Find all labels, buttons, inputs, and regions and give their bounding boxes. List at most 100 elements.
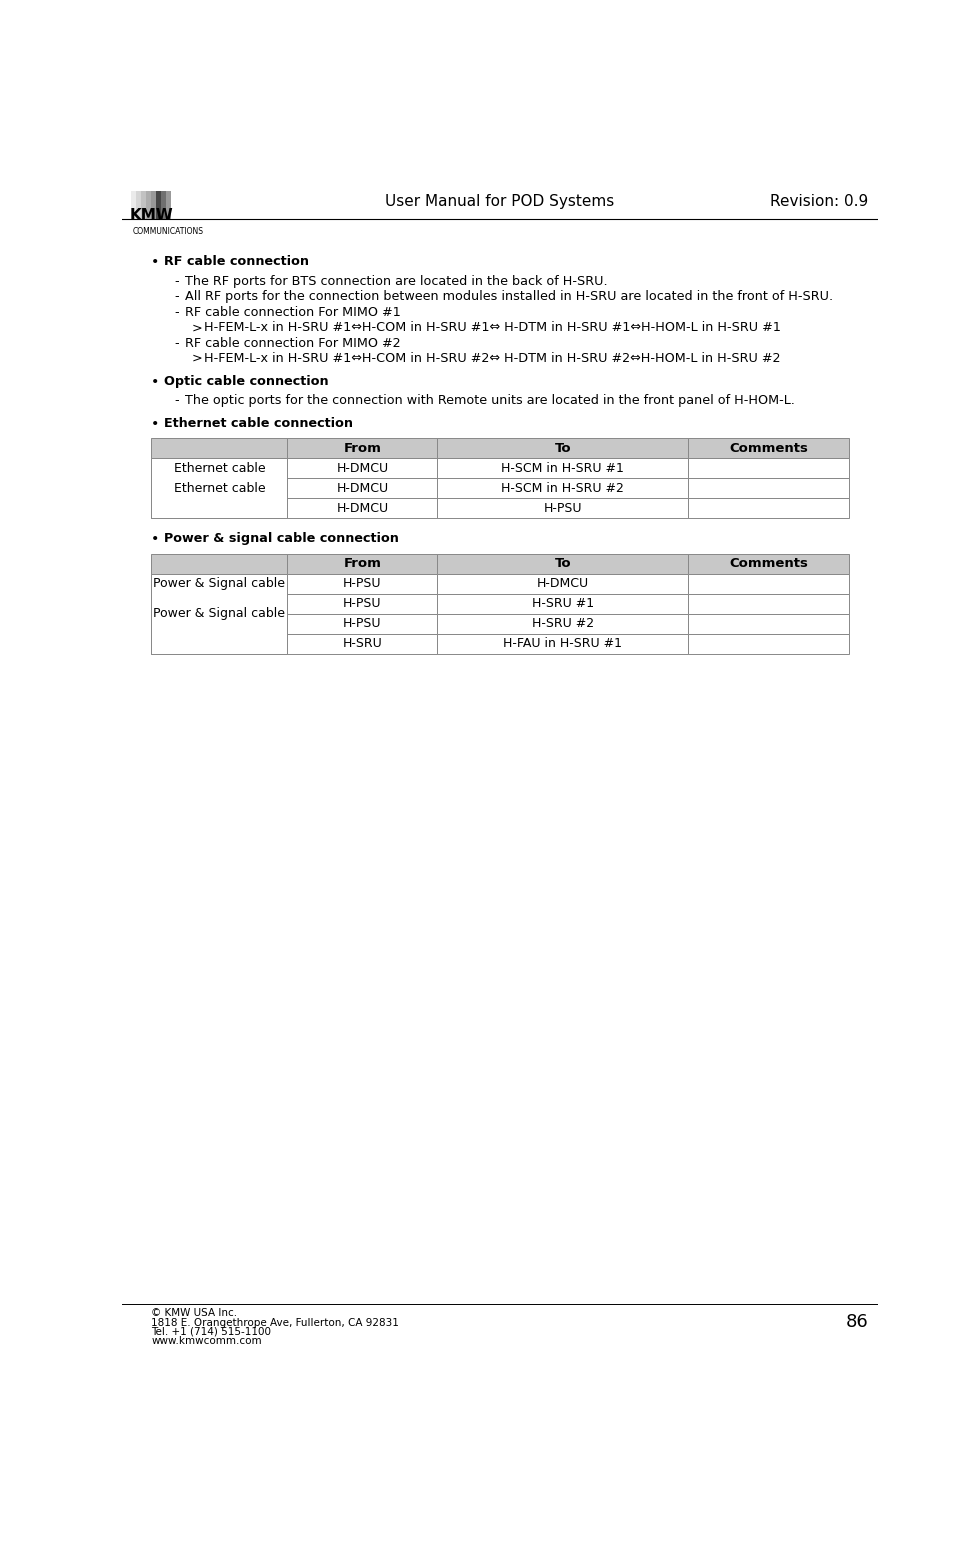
Text: H-FEM-L-x in H-SRU #1⇔H-COM in H-SRU #1⇔ H-DTM in H-SRU #1⇔H-HOM-L in H-SRU #1: H-FEM-L-x in H-SRU #1⇔H-COM in H-SRU #1⇔… bbox=[204, 321, 781, 334]
Text: Ethernet cable: Ethernet cable bbox=[174, 462, 265, 475]
Text: Ethernet cable connection: Ethernet cable connection bbox=[164, 416, 353, 430]
Text: H-PSU: H-PSU bbox=[544, 502, 582, 515]
Text: To: To bbox=[555, 442, 571, 455]
Bar bbox=[288, 458, 438, 478]
Bar bbox=[688, 458, 849, 478]
Text: © KMW USA Inc.: © KMW USA Inc. bbox=[151, 1308, 238, 1319]
Text: To: To bbox=[555, 558, 571, 570]
Bar bbox=[151, 498, 288, 518]
Bar bbox=[688, 633, 849, 653]
Bar bbox=[438, 498, 688, 518]
Bar bbox=[151, 478, 288, 498]
Text: •: • bbox=[151, 374, 160, 390]
Text: From: From bbox=[343, 558, 381, 570]
Bar bbox=[288, 573, 438, 593]
Bar bbox=[162, 191, 167, 219]
Text: All RF ports for the connection between modules installed in H-SRU are located i: All RF ports for the connection between … bbox=[185, 290, 834, 304]
Bar bbox=[288, 498, 438, 518]
Text: •: • bbox=[151, 416, 160, 430]
Bar bbox=[146, 191, 151, 219]
Bar bbox=[288, 438, 438, 458]
Bar bbox=[288, 593, 438, 613]
Text: 86: 86 bbox=[845, 1313, 868, 1331]
Bar bbox=[688, 478, 849, 498]
Text: H-PSU: H-PSU bbox=[343, 618, 381, 630]
Text: H-SCM in H-SRU #1: H-SCM in H-SRU #1 bbox=[501, 462, 624, 475]
Bar bbox=[438, 478, 688, 498]
Bar bbox=[688, 573, 849, 593]
Text: H-SRU #1: H-SRU #1 bbox=[531, 598, 594, 610]
Bar bbox=[167, 191, 172, 219]
Text: KMW: KMW bbox=[130, 208, 174, 223]
Text: From: From bbox=[343, 442, 381, 455]
Text: -: - bbox=[175, 336, 179, 350]
Bar bbox=[288, 553, 438, 573]
Text: •: • bbox=[151, 254, 160, 270]
Text: Comments: Comments bbox=[729, 558, 808, 570]
Text: H-SCM in H-SRU #2: H-SCM in H-SRU #2 bbox=[501, 482, 624, 495]
Text: RF cable connection For MIMO #2: RF cable connection For MIMO #2 bbox=[185, 336, 401, 350]
Text: -: - bbox=[175, 274, 179, 288]
Text: 1818 E. Orangethrope Ave, Fullerton, CA 92831: 1818 E. Orangethrope Ave, Fullerton, CA … bbox=[151, 1318, 399, 1328]
Bar bbox=[688, 553, 849, 573]
Bar bbox=[688, 593, 849, 613]
Text: •: • bbox=[151, 532, 160, 546]
Bar bbox=[151, 573, 288, 653]
Bar bbox=[438, 458, 688, 478]
Text: Comments: Comments bbox=[729, 442, 808, 455]
Text: Optic cable connection: Optic cable connection bbox=[164, 374, 329, 388]
Text: -: - bbox=[175, 305, 179, 319]
Text: Power & signal cable connection: Power & signal cable connection bbox=[164, 532, 399, 546]
Text: -: - bbox=[175, 393, 179, 407]
Text: H-DMCU: H-DMCU bbox=[336, 482, 388, 495]
Text: >: > bbox=[192, 351, 203, 365]
Text: >: > bbox=[192, 321, 203, 334]
Bar bbox=[288, 478, 438, 498]
Text: COMMUNICATIONS: COMMUNICATIONS bbox=[133, 227, 204, 236]
Bar bbox=[136, 191, 141, 219]
Bar bbox=[438, 633, 688, 653]
Bar bbox=[151, 573, 288, 593]
Text: H-FAU in H-SRU #1: H-FAU in H-SRU #1 bbox=[503, 638, 622, 650]
Bar bbox=[288, 633, 438, 653]
Bar bbox=[288, 613, 438, 633]
Bar bbox=[688, 498, 849, 518]
Text: Power & Signal cable: Power & Signal cable bbox=[153, 578, 286, 590]
Bar bbox=[141, 191, 146, 219]
Text: Revision: 0.9: Revision: 0.9 bbox=[770, 194, 868, 210]
Bar bbox=[688, 438, 849, 458]
Text: H-SRU: H-SRU bbox=[342, 638, 382, 650]
Text: H-SRU #2: H-SRU #2 bbox=[531, 618, 594, 630]
Bar bbox=[151, 613, 288, 633]
Text: www.kmwcomm.com: www.kmwcomm.com bbox=[151, 1336, 262, 1347]
Text: Tel. +1 (714) 515-1100: Tel. +1 (714) 515-1100 bbox=[151, 1327, 271, 1338]
Text: Power & Signal cable: Power & Signal cable bbox=[153, 607, 286, 621]
Bar bbox=[151, 633, 288, 653]
Bar bbox=[688, 613, 849, 633]
Bar bbox=[151, 593, 288, 613]
Text: Ethernet cable: Ethernet cable bbox=[174, 482, 265, 495]
Text: H-PSU: H-PSU bbox=[343, 598, 381, 610]
Bar bbox=[438, 438, 688, 458]
Text: The RF ports for BTS connection are located in the back of H-SRU.: The RF ports for BTS connection are loca… bbox=[185, 274, 608, 288]
Bar bbox=[438, 553, 688, 573]
Bar bbox=[151, 191, 156, 219]
Text: RF cable connection For MIMO #1: RF cable connection For MIMO #1 bbox=[185, 305, 401, 319]
Bar bbox=[438, 613, 688, 633]
Bar bbox=[132, 191, 136, 219]
Text: H-DMCU: H-DMCU bbox=[336, 502, 388, 515]
Bar bbox=[438, 573, 688, 593]
Text: RF cable connection: RF cable connection bbox=[164, 254, 309, 268]
Text: H-PSU: H-PSU bbox=[343, 578, 381, 590]
Bar bbox=[438, 593, 688, 613]
Text: H-DMCU: H-DMCU bbox=[537, 578, 589, 590]
Bar bbox=[151, 458, 288, 478]
Text: H-FEM-L-x in H-SRU #1⇔H-COM in H-SRU #2⇔ H-DTM in H-SRU #2⇔H-HOM-L in H-SRU #2: H-FEM-L-x in H-SRU #1⇔H-COM in H-SRU #2⇔… bbox=[204, 351, 781, 365]
Bar bbox=[156, 191, 162, 219]
Bar bbox=[151, 458, 288, 518]
Bar bbox=[151, 438, 288, 458]
Text: H-DMCU: H-DMCU bbox=[336, 462, 388, 475]
Text: User Manual for POD Systems: User Manual for POD Systems bbox=[385, 194, 614, 210]
Text: -: - bbox=[175, 290, 179, 304]
Text: The optic ports for the connection with Remote units are located in the front pa: The optic ports for the connection with … bbox=[185, 393, 796, 407]
